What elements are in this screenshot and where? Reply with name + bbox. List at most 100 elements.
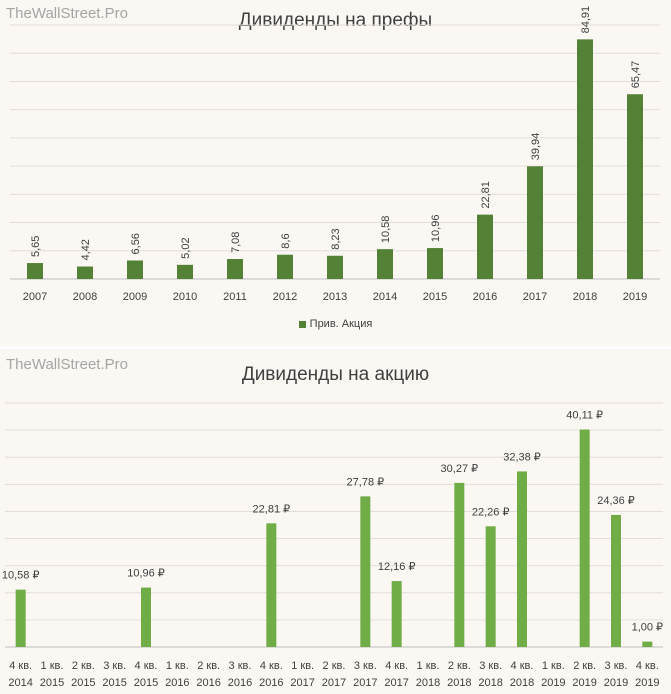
bar [527,166,543,279]
data-label: 1,00 ₽ [632,622,663,634]
chart-shares: 10,58 ₽ 4 кв. 2014 1 кв. 2015 2 кв. 2015 3 кв. 2… [2,402,663,689]
watermark: TheWallStreet.Pro [6,356,128,373]
x-tick-label: 2016 [259,677,283,689]
x-tick-label: 2018 [416,677,440,689]
data-label: 10,58 ₽ [2,570,40,582]
data-label: 84,91 [580,6,592,34]
data-label: 22,81 ₽ [253,503,291,515]
x-tick-label: 2014 [8,677,32,689]
x-tick-label: 2019 [541,677,565,689]
x-tick-label: 2 кв. [323,660,346,672]
bar [627,94,643,279]
bar [227,259,243,279]
data-label: 5,02 [180,237,192,258]
x-tick-label: 3 кв. [354,660,377,672]
x-tick-label: 2017 [384,677,408,689]
x-tick-label: 2016 [473,291,497,303]
x-tick-label: 3 кв. [605,660,628,672]
x-tick-label: 2010 [173,291,197,303]
bar [15,589,26,647]
x-tick-label: 2015 [102,677,126,689]
x-tick-label: 2 кв. [197,660,220,672]
x-tick-label: 2018 [478,677,502,689]
x-tick-label: 2013 [323,291,347,303]
data-label: 10,58 [380,216,392,244]
bar [427,248,443,279]
watermark: TheWallStreet.Pro [6,5,128,22]
data-label: 4,42 [80,239,92,260]
bar [27,263,43,279]
bar [377,249,393,279]
x-tick-label: 2 кв. [573,660,596,672]
chart-panel-shares: TheWallStreet.Pro Дивиденды на акцию 10,… [0,349,671,694]
bar [485,526,496,647]
bar [577,39,593,279]
x-tick-label: 2018 [510,677,534,689]
data-label: 32,38 ₽ [503,451,541,463]
x-tick-label: 1 кв. [542,660,565,672]
data-label: 22,81 [480,181,492,209]
x-tick-label: 4 кв. [385,660,408,672]
bar [127,260,143,279]
x-tick-label: 2018 [573,291,597,303]
bar [454,482,465,647]
bar [477,214,493,279]
x-tick-label: 2007 [23,291,47,303]
bar [77,266,93,279]
x-tick-label: 1 кв. [166,660,189,672]
bar [391,581,402,647]
x-tick-label: 2017 [322,677,346,689]
bar [277,254,293,279]
chart-title-shares: Дивиденды на акцию [241,364,430,385]
x-tick-label: 2015 [71,677,95,689]
x-tick-label: 2019 [572,677,596,689]
legend: Прив. Акция [0,318,671,330]
bar [177,264,193,279]
data-label: 40,11 ₽ [566,410,603,422]
x-tick-label: 3 кв. [479,660,502,672]
x-tick-label: 2017 [523,291,547,303]
data-label: 12,16 ₽ [378,561,416,573]
x-tick-label: 2017 [290,677,314,689]
data-label: 10,96 [430,215,442,243]
x-tick-label: 2 кв. [72,660,95,672]
bar [642,641,653,647]
data-label: 22,26 ₽ [472,506,510,518]
data-label: 24,36 ₽ [597,495,635,507]
data-label: 5,65 [30,236,42,257]
data-label: 8,23 [330,228,342,249]
chart-panel-prefs: TheWallStreet.Pro Дивиденды на префы 5,6… [0,0,671,346]
x-tick-label: 2019 [623,291,647,303]
x-tick-label: 4 кв. [511,660,534,672]
x-tick-label: 4 кв. [9,660,32,672]
x-tick-label: 2019 [604,677,628,689]
data-label: 10,96 ₽ [127,568,165,580]
x-tick-label: 1 кв. [291,660,314,672]
bar [360,496,371,647]
x-tick-label: 2016 [165,677,189,689]
x-tick-label: 2012 [273,291,297,303]
bar [141,587,151,647]
bar [327,255,343,279]
x-tick-label: 2008 [73,291,97,303]
x-tick-label: 2015 [134,677,158,689]
x-tick-label: 2018 [447,677,471,689]
data-label: 27,78 ₽ [347,476,385,488]
data-label: 8,6 [280,233,292,248]
x-tick-label: 2019 [635,677,659,689]
chart-prefs: 5,65 2007 4,42 2008 6,56 2009 5,02 2010 7,08 2011… [10,6,660,303]
x-tick-label: 4 кв. [636,660,659,672]
x-tick-label: 2015 [40,677,64,689]
data-label: 6,56 [130,233,142,254]
x-tick-label: 2015 [423,291,447,303]
x-tick-label: 2 кв. [448,660,471,672]
panel-divider [0,346,671,349]
x-tick-label: 2009 [123,291,147,303]
data-label: 39,94 [530,133,542,161]
chart-title-prefs: Дивиденды на префы [238,10,433,31]
data-label: 65,47 [630,61,642,89]
legend-label: Прив. Акция [309,318,373,330]
x-tick-label: 4 кв. [135,660,158,672]
x-tick-label: 3 кв. [229,660,252,672]
x-tick-label: 2014 [373,291,397,303]
